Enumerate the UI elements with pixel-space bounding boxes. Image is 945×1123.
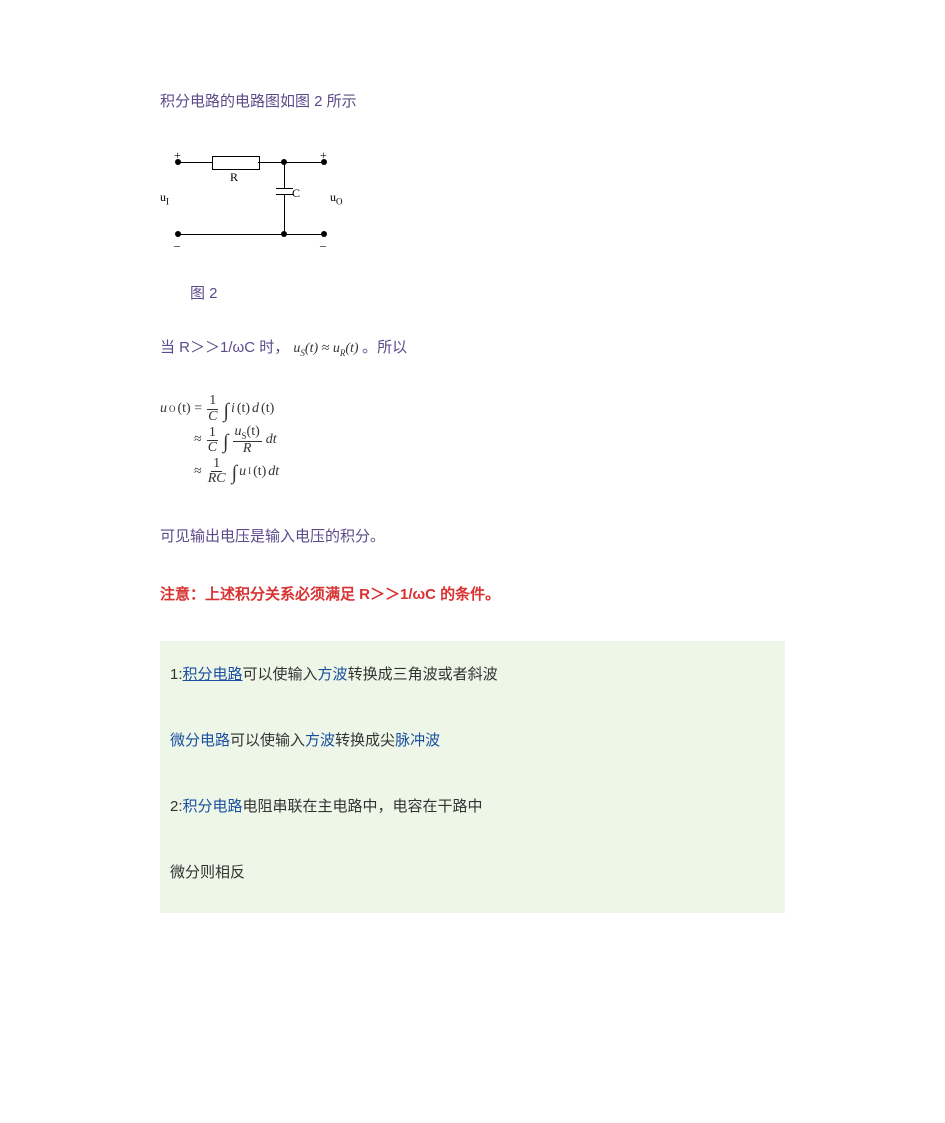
conclusion-line: 可见输出电压是输入电压的积分。 (160, 525, 785, 549)
label-uO: uO (330, 190, 343, 206)
plus-right: + (320, 148, 327, 163)
box-line-2: 微分电路可以使输入方波转换成尖脉冲波 (170, 729, 765, 753)
cond-pre: 当 R＞＞1/ωC 时， (160, 339, 289, 356)
figure-caption: 图 2 (160, 282, 785, 306)
box-l1-tail: 转换成三角波或者斜波 (348, 666, 498, 683)
cond-post: 。所以 (362, 339, 407, 356)
link-differentiator[interactable]: 微分电路 (170, 732, 230, 749)
link-integrator-2[interactable]: 积分电路 (183, 798, 243, 815)
link-square-wave-1[interactable]: 方波 (318, 666, 348, 683)
cond-eq: uS(t) ≈ uR(t) (293, 341, 362, 356)
box-line-4: 微分则相反 (170, 861, 765, 885)
box-line-3: 2:积分电路电阻串联在主电路中，电容在干路中 (170, 795, 765, 819)
document-page: 积分电路的电路图如图 2 所示 R C + + – – u (0, 0, 945, 953)
box-l2-mid2: 转换成尖 (335, 732, 395, 749)
link-square-wave-2[interactable]: 方波 (305, 732, 335, 749)
eq-line-3: ≈ 1 RC ∫ uI(t)dt (160, 457, 785, 487)
equation-block: uO(t) = 1 C ∫ i(t)d(t) ≈ 1 C ∫ uS(t) R d… (160, 394, 785, 487)
box-l2-mid: 可以使输入 (230, 732, 305, 749)
circuit-diagram: R C + + – – uI uO (160, 148, 338, 258)
eq-line-2: ≈ 1 C ∫ uS(t) R dt (160, 425, 785, 457)
label-R: R (230, 170, 238, 185)
summary-box: 1:积分电路可以使输入方波转换成三角波或者斜波 微分电路可以使输入方波转换成尖脉… (160, 641, 785, 913)
box-l3-prefix: 2: (170, 798, 183, 815)
link-pulse-wave[interactable]: 脉冲波 (395, 732, 440, 749)
box-l1-mid: 可以使输入 (243, 666, 318, 683)
box-line-1: 1:积分电路可以使输入方波转换成三角波或者斜波 (170, 663, 765, 687)
box-l1-prefix: 1: (170, 666, 183, 683)
box-l3-tail: 电阻串联在主电路中，电容在干路中 (243, 798, 483, 815)
eq-line-1: uO(t) = 1 C ∫ i(t)d(t) (160, 394, 785, 424)
minus-left: – (174, 238, 180, 253)
label-C: C (292, 186, 300, 201)
condition-line: 当 R＞＞1/ωC 时， uS(t) ≈ uR(t) 。所以 (160, 336, 785, 360)
minus-right: – (320, 238, 326, 253)
link-integrator-1[interactable]: 积分电路 (183, 666, 243, 683)
plus-left: + (174, 148, 181, 163)
note-line: 注意：上述积分关系必须满足 R＞＞1/ωC 的条件。 (160, 583, 785, 607)
label-uI: uI (160, 190, 169, 206)
intro-line: 积分电路的电路图如图 2 所示 (160, 90, 785, 114)
